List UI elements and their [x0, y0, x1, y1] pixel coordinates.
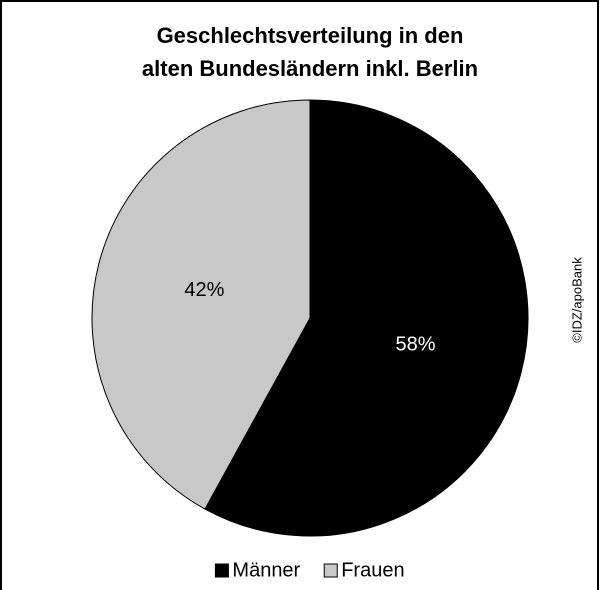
value-label: 42% [184, 279, 224, 301]
chart-title: Geschlechtsverteilung in den [157, 23, 464, 48]
value-label: 58% [396, 333, 436, 355]
legend-label: Männer [232, 559, 300, 581]
source-note: ©IDZ/apoBank [569, 257, 584, 343]
chart-title: alten Bundesländern inkl. Berlin [142, 56, 478, 81]
legend-label: Frauen [341, 559, 404, 581]
pie-slice [91, 99, 311, 510]
pie-slice [204, 99, 529, 537]
legend-swatch [323, 563, 338, 578]
legend-swatch [214, 563, 229, 578]
